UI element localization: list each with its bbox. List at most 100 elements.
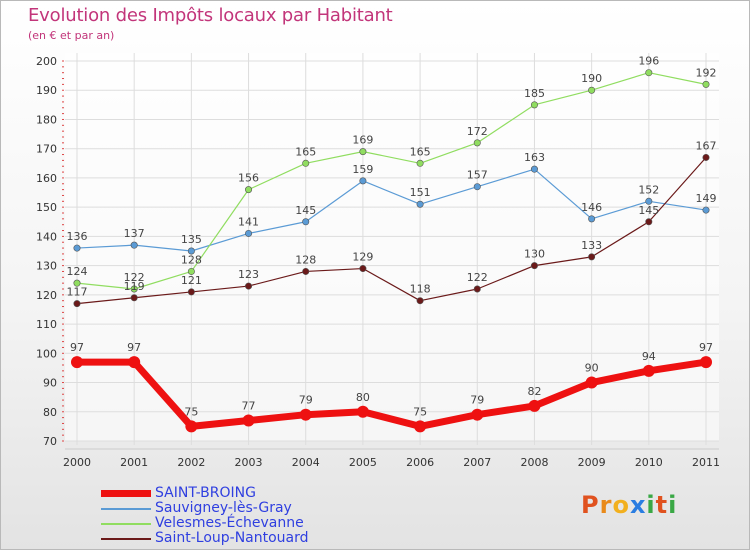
x-tick-label: 2005 — [349, 456, 377, 469]
data-label: 128 — [181, 253, 202, 266]
data-label: 133 — [581, 239, 602, 252]
data-point — [588, 86, 596, 94]
data-point — [642, 364, 655, 377]
data-point — [416, 159, 424, 167]
data-point — [473, 183, 481, 191]
data-label: 151 — [410, 186, 431, 199]
legend-swatch — [101, 490, 151, 497]
data-point — [73, 244, 81, 252]
data-point — [71, 356, 83, 369]
x-tick-label: 2009 — [578, 456, 606, 469]
data-label: 169 — [352, 134, 373, 147]
legend-label: Velesmes-Échevanne — [155, 515, 304, 531]
x-tick-label: 2003 — [235, 456, 263, 469]
data-label: 75 — [413, 405, 427, 418]
series-line — [76, 156, 707, 305]
logo-letter: x — [629, 491, 647, 519]
data-point — [530, 262, 538, 270]
data-label: 137 — [124, 227, 145, 240]
legend-swatch — [101, 508, 151, 510]
data-point — [299, 408, 312, 421]
x-tick-label: 2004 — [292, 456, 320, 469]
chart-subtitle: (en € et par an) — [28, 29, 115, 42]
logo-letter: r — [599, 491, 613, 519]
y-tick-label: 160 — [36, 172, 57, 185]
data-label: 79 — [299, 394, 313, 407]
y-tick-label: 80 — [43, 406, 57, 419]
data-label: 159 — [352, 163, 373, 176]
x-tick-label: 2006 — [406, 456, 434, 469]
data-point — [302, 218, 310, 226]
data-point — [471, 408, 484, 421]
y-tick-label: 90 — [43, 377, 57, 390]
data-label: 97 — [699, 341, 713, 354]
y-tick-label: 180 — [36, 113, 57, 126]
data-point — [530, 165, 538, 173]
data-label: 156 — [238, 172, 259, 185]
proxiti-logo: Proxiti — [581, 491, 677, 519]
logo-letter: o — [612, 491, 630, 519]
data-label: 124 — [67, 265, 88, 278]
data-label: 141 — [238, 215, 259, 228]
data-point — [242, 414, 255, 427]
data-point — [585, 376, 598, 389]
data-point — [245, 229, 253, 237]
data-label: 123 — [238, 268, 259, 281]
legend-swatch — [101, 538, 151, 540]
data-label: 145 — [295, 204, 316, 217]
data-point — [702, 153, 710, 161]
data-point — [73, 300, 81, 308]
data-point — [302, 159, 310, 167]
data-point — [414, 420, 427, 433]
data-label: 146 — [581, 201, 602, 214]
series-line — [73, 358, 710, 430]
data-label: 196 — [638, 55, 659, 68]
data-label: 97 — [127, 341, 141, 354]
data-label: 163 — [524, 151, 545, 164]
x-tick-label: 2007 — [463, 456, 491, 469]
data-point — [356, 405, 369, 418]
logo-letter: t — [655, 491, 669, 519]
data-point — [416, 297, 424, 305]
data-label: 77 — [242, 400, 256, 413]
data-point — [645, 69, 653, 77]
data-point — [185, 420, 198, 433]
data-label: 130 — [524, 248, 545, 261]
x-tick-label: 2011 — [692, 456, 720, 469]
data-point — [130, 241, 138, 249]
data-point — [130, 294, 138, 302]
data-label: 122 — [467, 271, 488, 284]
data-point — [416, 200, 424, 208]
x-tick-label: 2008 — [520, 456, 548, 469]
data-point — [588, 253, 596, 261]
data-label: 165 — [410, 145, 431, 158]
data-label: 149 — [696, 192, 717, 205]
data-point — [128, 356, 141, 369]
data-point — [588, 215, 596, 223]
x-tick-label: 2002 — [177, 456, 205, 469]
data-point — [359, 177, 367, 185]
data-label: 80 — [356, 391, 370, 404]
x-tick-label: 2000 — [63, 456, 91, 469]
y-tick-label: 190 — [36, 84, 57, 97]
data-point — [530, 101, 538, 109]
data-point — [302, 267, 310, 275]
data-point — [473, 285, 481, 293]
data-label: 117 — [67, 286, 88, 299]
logo-letter: P — [581, 491, 600, 519]
series-line — [76, 168, 707, 252]
chart-title: Evolution des Impôts locaux par Habitant — [28, 5, 393, 26]
legend-label: Saint-Loup-Nantouard — [155, 530, 309, 546]
logo-letter: i — [646, 491, 656, 519]
data-label: 79 — [470, 394, 484, 407]
data-label: 121 — [181, 274, 202, 287]
y-tick-label: 150 — [36, 201, 57, 214]
y-tick-label: 100 — [36, 347, 57, 360]
data-label: 136 — [67, 230, 88, 243]
data-label: 172 — [467, 125, 488, 138]
data-point — [187, 247, 195, 255]
data-point — [73, 279, 81, 287]
data-point — [645, 218, 653, 226]
data-point — [528, 399, 541, 412]
